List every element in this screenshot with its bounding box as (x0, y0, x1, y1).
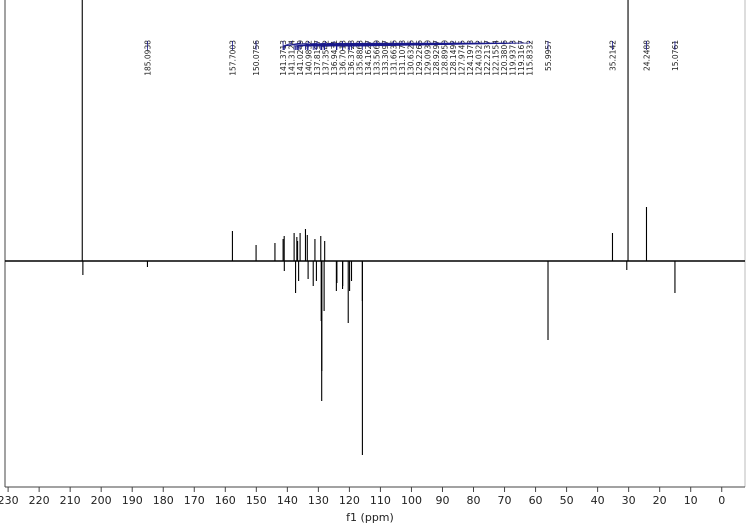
x-tick-label: 200 (91, 494, 112, 507)
x-tick-label: 40 (591, 494, 605, 507)
x-tick-label: 180 (153, 494, 174, 507)
peak-label: 141.3713 (279, 40, 288, 76)
peak-label: 130.6326 (407, 40, 416, 76)
peak-label: 35.2142 (608, 40, 617, 71)
peak-label: 128.9297 (432, 40, 441, 76)
peak-label: 157.7003 (228, 40, 237, 76)
peak-label: 15.0761 (671, 40, 680, 71)
peak-label: 137.8197 (313, 40, 322, 76)
peak-leader (361, 41, 530, 50)
x-tick-label: 30 (622, 494, 636, 507)
peak-label: 141.3124 (288, 40, 297, 76)
peak-label: 115.8332 (526, 40, 535, 76)
peak-label: 140.9832 (305, 40, 314, 76)
peak-label: 137.3542 (322, 40, 331, 76)
peak-label: 119.9373 (509, 40, 518, 76)
x-tick-label: 140 (277, 494, 298, 507)
x-tick-label: 80 (467, 494, 481, 507)
x-tick-label: 120 (339, 494, 360, 507)
x-tick-label: 0 (718, 494, 725, 507)
x-tick-label: 130 (308, 494, 329, 507)
peak-label: 136.7013 (339, 40, 348, 76)
x-tick-label: 190 (122, 494, 143, 507)
peak-label: 150.0756 (252, 40, 261, 76)
peak-label: 185.0938 (143, 40, 152, 76)
peak-label: 134.1627 (364, 40, 373, 76)
peak-label: 127.9745 (458, 40, 467, 76)
x-tick-label: 160 (215, 494, 236, 507)
x-tick-label: 170 (184, 494, 205, 507)
peak-label: 119.3167 (517, 40, 526, 76)
peak-leader (282, 41, 292, 50)
peak-label: 55.9957 (544, 40, 553, 71)
peak-label: 122.1554 (492, 40, 501, 76)
x-tick-label: 20 (653, 494, 667, 507)
x-tick-label: 60 (529, 494, 543, 507)
x-tick-label: 100 (401, 494, 422, 507)
x-tick-label: 10 (684, 494, 698, 507)
peak-leader (293, 41, 318, 50)
x-tick-label: 230 (0, 494, 19, 507)
peak-label: 133.3097 (381, 40, 390, 76)
peak-label: 136.9431 (330, 40, 339, 76)
peak-leader (283, 41, 309, 50)
x-tick-label: 220 (29, 494, 50, 507)
peak-label: 129.0930 (424, 40, 433, 76)
peak-label: 133.5669 (373, 40, 382, 76)
x-axis-label: f1 (ppm) (346, 511, 394, 524)
x-tick-label: 70 (498, 494, 512, 507)
peak-label: 131.1078 (398, 40, 407, 76)
peak-label: 124.1978 (466, 40, 475, 76)
x-tick-label: 50 (560, 494, 574, 507)
x-tick-label: 110 (370, 494, 391, 507)
peak-label: 124.0322 (475, 40, 484, 76)
peak-label: 128.1492 (449, 40, 458, 76)
peak-label: 120.3806 (500, 40, 509, 76)
peak-label: 24.2488 (642, 40, 651, 71)
peak-label: 122.2137 (483, 40, 492, 76)
peak-label: 141.0249 (296, 40, 305, 76)
peak-label: 131.6636 (390, 40, 399, 76)
peak-label: 135.8863 (356, 40, 365, 76)
x-tick-label: 150 (246, 494, 267, 507)
peak-label: 129.2266 (415, 40, 424, 76)
x-tick-label: 90 (435, 494, 449, 507)
peak-label: 128.8950 (441, 40, 450, 76)
x-tick-label: 210 (60, 494, 81, 507)
peak-label: 136.3728 (347, 40, 356, 76)
